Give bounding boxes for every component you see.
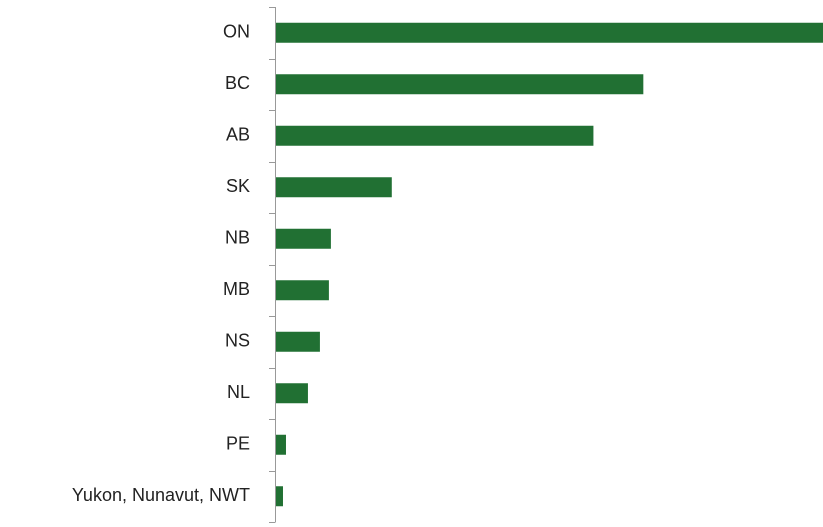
bar [276,74,644,95]
y-tick-label: MB [223,279,250,299]
y-tick-label: AB [226,125,250,145]
y-tick-label: NS [225,331,250,351]
bar [276,383,308,404]
y-tick-label: BC [225,73,250,93]
bar [276,331,320,352]
y-tick-label: NL [227,382,250,402]
bar [276,125,594,146]
y-tick-label: Yukon, Nunavut, NWT [72,485,250,505]
y-tick-label: ON [223,22,250,42]
bar [276,486,283,507]
bar [276,280,329,301]
bar [276,177,392,198]
bar [276,228,331,249]
y-tick-label: SK [226,176,250,196]
y-tick-label: NB [225,228,250,248]
bar [276,434,286,455]
y-tick-label: PE [226,434,250,454]
bar [276,22,823,43]
